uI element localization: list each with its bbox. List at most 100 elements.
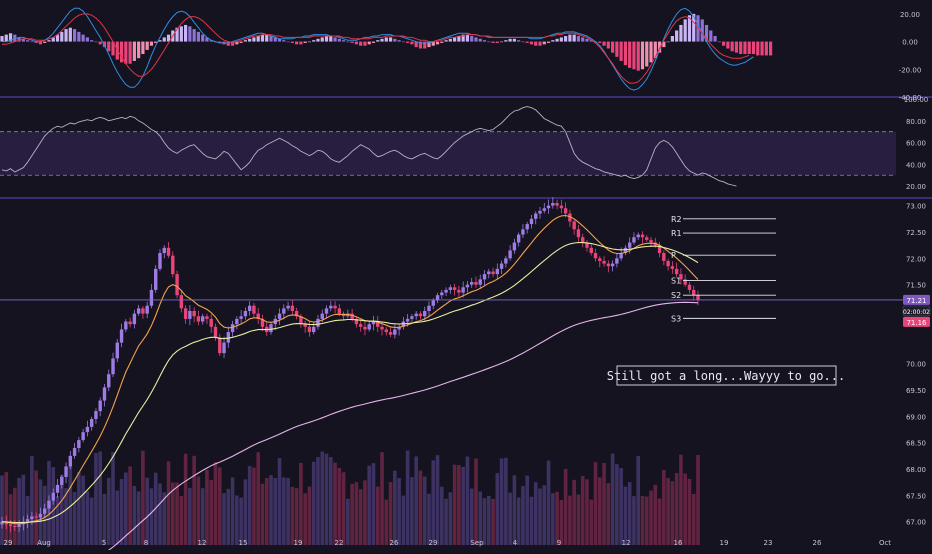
volume-bar	[235, 495, 239, 545]
macd-histogram-bar	[602, 41, 606, 46]
rsi-y-tick: 20.00	[906, 183, 926, 191]
volume-bar	[563, 468, 568, 545]
annotation-group[interactable]: Still got a long...Wayyy to go...	[607, 365, 845, 386]
candle-body	[534, 213, 538, 219]
macd-histogram-bar	[397, 40, 401, 42]
macd-histogram-bar	[192, 29, 196, 42]
macd-histogram-bar	[265, 34, 269, 42]
volume-bar	[448, 492, 453, 545]
macd-histogram-bar	[77, 31, 81, 42]
macd-histogram-bar	[491, 41, 495, 43]
macd-histogram-bar	[431, 41, 435, 46]
time-axis: 29 Aug 5 8 12 15 19 22 26 29 Sep 4 9 12 16 19 23 26 Oct	[4, 539, 892, 547]
macd-histogram-bar	[226, 41, 230, 46]
volume-bar	[606, 483, 611, 545]
candle-body	[679, 274, 683, 280]
candle-body	[670, 266, 675, 269]
macd-histogram-bar	[184, 24, 188, 42]
candle-body	[619, 253, 623, 259]
rsi-y-tick: 40.00	[906, 161, 926, 169]
volume-bar	[226, 488, 231, 545]
candle-body	[72, 447, 77, 456]
volume-bar	[72, 492, 77, 545]
candle-body	[17, 524, 21, 527]
candle-body	[593, 253, 598, 259]
macd-histogram-bar	[141, 41, 145, 55]
volume-bar	[576, 494, 581, 545]
volume-bar	[593, 462, 598, 545]
macd-histogram-bar	[581, 37, 585, 42]
candle-body	[649, 239, 653, 243]
price-y-tick: 68.00	[906, 466, 926, 474]
price-y-tick: 67.50	[906, 492, 926, 500]
volume-bar	[89, 497, 94, 545]
macd-histogram-bar	[376, 40, 380, 42]
candle-body	[107, 374, 111, 388]
volume-bar	[653, 484, 658, 545]
signal-line	[2, 13, 750, 84]
macd-y-tick: -40.00	[899, 94, 922, 102]
volume-bar	[401, 495, 406, 545]
volume-bar	[457, 465, 461, 545]
macd-histogram-bar	[162, 37, 166, 42]
rsi-y-tick: 100.00	[904, 96, 929, 104]
candle-body	[354, 318, 359, 325]
macd-histogram-bar	[751, 41, 756, 55]
macd-histogram-bar	[709, 30, 713, 42]
macd-histogram-bar	[64, 29, 68, 42]
macd-histogram-bar	[34, 41, 38, 43]
candle-body	[363, 326, 367, 330]
volume-bar	[644, 496, 649, 545]
price-tag	[903, 316, 930, 327]
macd-histogram-bar	[414, 41, 418, 48]
volume-bar	[559, 499, 564, 545]
candle-body	[282, 308, 286, 314]
macd-histogram-bar	[670, 36, 674, 42]
volume-bar	[461, 466, 465, 545]
candle-body	[324, 308, 329, 314]
candle-body	[183, 308, 188, 319]
volume-bar	[260, 483, 265, 545]
price-y-tick: 72.50	[906, 229, 926, 237]
volume-bar	[77, 471, 81, 545]
macd-histogram-bar	[444, 40, 448, 42]
volume-bar	[350, 483, 354, 545]
time-axis-tick: 16	[674, 539, 683, 547]
volume-bar	[179, 496, 184, 545]
macd-histogram-bar	[209, 40, 213, 42]
candle-body	[632, 237, 636, 243]
macd-histogram-bar	[572, 34, 576, 42]
volume-bar	[636, 455, 641, 545]
volume-bar	[34, 470, 38, 545]
candle-body	[516, 234, 521, 243]
macd-histogram-bar	[649, 41, 653, 63]
time-axis-tick: 22	[335, 539, 344, 547]
volume-bar	[422, 476, 427, 545]
candle-body	[683, 279, 687, 285]
annotation-text: Still got a long...Wayyy to go...	[607, 369, 845, 383]
candle-body	[555, 203, 559, 206]
volume-bar	[222, 493, 226, 545]
pivot-level-label: S1	[671, 276, 681, 285]
volume-bar	[495, 473, 500, 545]
macd-histogram-bar	[380, 38, 384, 42]
candle-body	[136, 308, 141, 314]
volume-bar	[358, 489, 363, 545]
volume-bar	[512, 475, 517, 545]
volume-bar	[94, 453, 98, 545]
volume-bar	[170, 482, 175, 545]
volume-bar	[200, 488, 205, 545]
time-axis-tick: 5	[102, 539, 106, 547]
pivot-level-label: R2	[671, 215, 682, 224]
macd-histogram-bar	[546, 41, 551, 43]
macd-histogram-bar	[94, 41, 98, 43]
macd-panel: 20.00 0.00 -20.00 -40.00	[0, 7, 932, 102]
macd-histogram-bar	[743, 41, 747, 55]
volume-bar	[286, 478, 290, 545]
macd-histogram-bar	[645, 41, 649, 67]
volume-bar	[124, 472, 128, 545]
candle-body	[457, 289, 461, 293]
price-tag-label: 02:00:02	[903, 309, 930, 316]
volume-bar	[209, 479, 214, 545]
